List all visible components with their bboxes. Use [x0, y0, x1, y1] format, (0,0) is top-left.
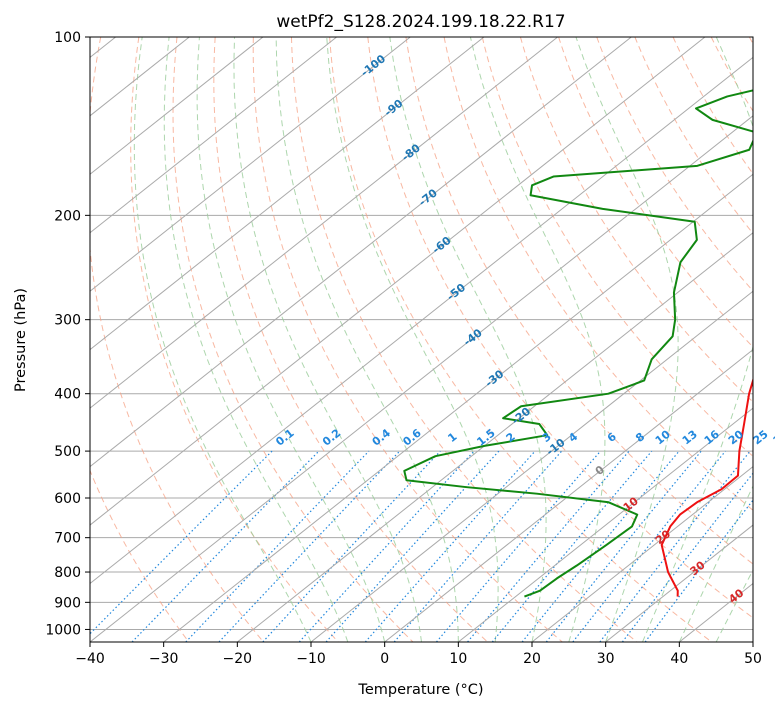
dewpoint-profile-line [403, 89, 753, 598]
isotherm-line [90, 37, 411, 292]
dry-adiabat-line [672, 37, 753, 175]
mixing-ratio-line [545, 450, 702, 642]
moist-adiabat-line [233, 37, 422, 642]
moist-adiabat-line [196, 37, 386, 642]
mixing-ratio-line [218, 450, 401, 642]
y-axis-label: Pressure (hPa) [13, 288, 29, 392]
isotherm-line [90, 115, 753, 642]
isotherm-line [384, 349, 753, 642]
dry-adiabat-line [290, 37, 638, 642]
dry-adiabat-line [596, 37, 753, 292]
isotherm-line [237, 232, 753, 642]
x-tick-label: 30 [597, 651, 615, 667]
isotherm-line [90, 56, 753, 585]
isotherm-line [163, 173, 753, 642]
isotherm-line [310, 290, 753, 642]
x-axis-label: Temperature (°C) [357, 682, 483, 698]
moist-adiabat-line [469, 37, 606, 642]
dry-adiabat-line [213, 37, 488, 642]
mixing-ratio-line [644, 499, 753, 642]
isotherm-line [90, 37, 264, 175]
y-tick-label: 500 [54, 444, 81, 460]
profile-lines [403, 89, 753, 598]
mixing-ratio-line [521, 450, 680, 642]
dry-adiabat-line [252, 37, 563, 642]
dry-adiabat-line [634, 37, 753, 235]
x-tick-label: 20 [523, 651, 541, 667]
dry-adiabat-line [329, 37, 713, 642]
mixing-ratio-line [90, 450, 273, 635]
mixing-ratio-line [621, 472, 753, 642]
isotherm-line [90, 37, 558, 409]
isotherm-line [90, 37, 706, 526]
temperature-profile-line [660, 376, 753, 597]
moist-adiabat-line [642, 37, 753, 642]
dry-adiabat-line [90, 37, 264, 642]
moist-adiabat-line [326, 37, 499, 642]
mixing-ratio-line [131, 450, 320, 642]
isotherm-line [90, 37, 337, 234]
y-tick-label: 600 [54, 491, 81, 507]
dry-adiabat-line [405, 37, 753, 565]
axes: −40 −30 −20 −10 0 10 20 30 40 50 100 200 300 400 500 60… [45, 30, 762, 667]
x-tick-label: −40 [75, 651, 105, 667]
x-tick-label: −30 [149, 651, 179, 667]
dry-adiabat-line [367, 37, 753, 619]
moist-adiabat-line [163, 37, 349, 642]
y-tick-label: 700 [54, 531, 81, 547]
mixing-ratio-line [364, 450, 536, 642]
y-tick-label: 100 [54, 30, 81, 46]
x-tick-label: 0 [380, 651, 389, 667]
plot-frame [89, 36, 754, 643]
y-tick-label: 900 [54, 595, 81, 611]
background-lines [90, 37, 753, 642]
dry-adiabat-line [172, 37, 414, 642]
y-tick-label: 800 [54, 565, 81, 581]
mixing-ratio-line [185, 450, 370, 642]
y-tick-label: 300 [54, 313, 81, 329]
isotherm-line [90, 37, 485, 351]
mixing-ratio-line [393, 450, 563, 642]
moist-adiabat-line [275, 37, 459, 642]
isotherm-line [90, 37, 632, 468]
dry-adiabat-line [481, 37, 753, 457]
isotherm-line [458, 407, 753, 642]
isotherm-line [531, 465, 753, 642]
moist-adiabat-line [389, 37, 547, 642]
moist-adiabat-line [575, 37, 679, 642]
mixing-ratio-line [572, 450, 726, 642]
y-tick-label: 1000 [45, 622, 81, 638]
x-tick-label: 10 [449, 651, 467, 667]
y-tick-label: 200 [54, 208, 81, 224]
mixing-ratio-label: 30 [771, 427, 775, 447]
x-tick-label: 50 [744, 651, 762, 667]
y-tick-label: 400 [54, 387, 81, 403]
chart-title: wetPf2_S128.2024.199.18.22.R17 [276, 12, 565, 32]
x-tick-label: −10 [296, 651, 326, 667]
mixing-ratio-line [262, 450, 441, 642]
mixing-ratio-line [325, 450, 500, 642]
mixing-ratio-line [467, 450, 630, 642]
isotherm-line [605, 524, 753, 642]
x-tick-label: 40 [670, 651, 688, 667]
dry-adiabat-line [443, 37, 753, 511]
x-tick-label: −20 [223, 651, 253, 667]
